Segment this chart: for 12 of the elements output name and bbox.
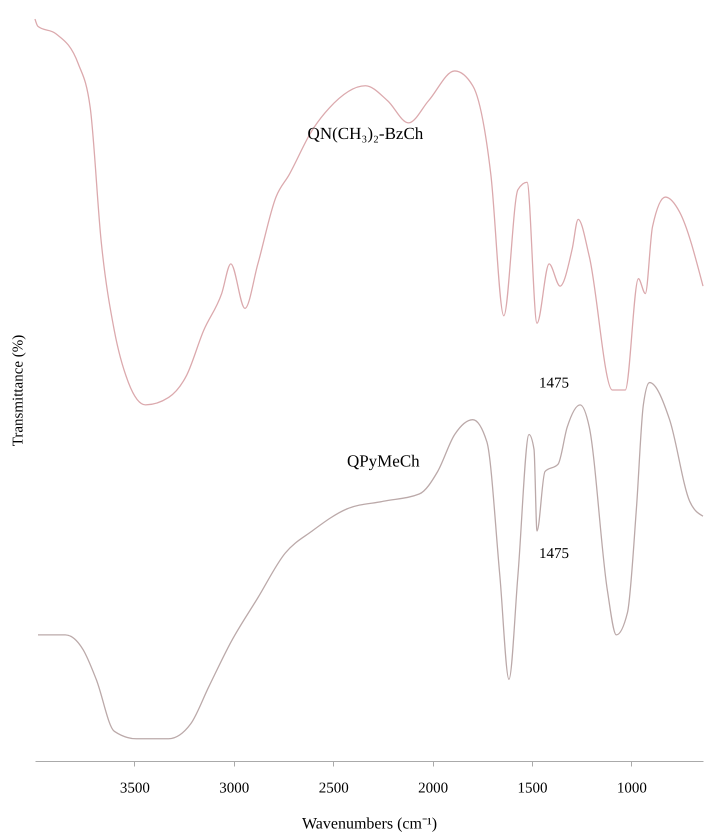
annotation: 1475 bbox=[539, 376, 570, 392]
x-tick-label: 2500 bbox=[318, 780, 349, 796]
x-tick-label: 2000 bbox=[418, 780, 448, 796]
annotation: 1475 bbox=[539, 546, 570, 562]
x-axis-title: Wavenumbers (cm⁻¹) bbox=[302, 816, 438, 832]
series-label: QPyMeCh bbox=[346, 451, 420, 470]
y-axis-title: Transmittance (%) bbox=[10, 334, 26, 446]
series-label: QN(CH₃)₂-BzCh bbox=[308, 124, 424, 143]
x-tick-label: 3000 bbox=[219, 780, 250, 796]
x-tick-label: 1500 bbox=[518, 780, 548, 796]
x-tick-label: 1000 bbox=[616, 780, 647, 796]
x-tick-label: 3500 bbox=[120, 780, 150, 796]
